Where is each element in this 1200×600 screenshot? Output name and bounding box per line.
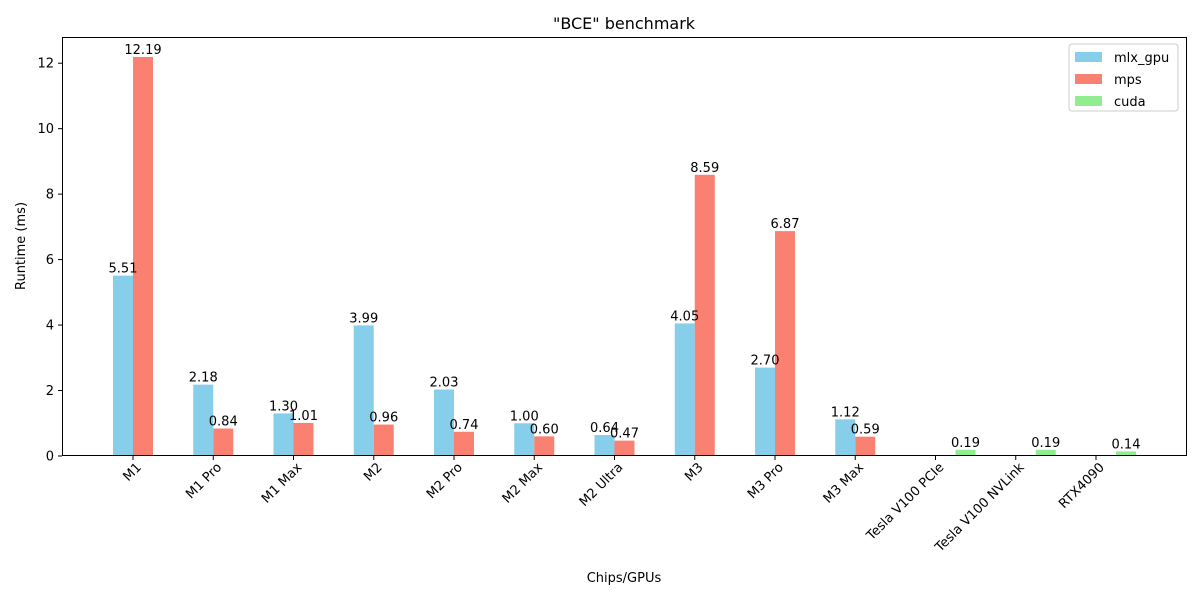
- data-label-mps-m2-ultra: 0.47: [610, 427, 639, 442]
- legend-swatch-mps: [1075, 74, 1102, 84]
- bar-mps-m3: [694, 174, 715, 457]
- legend-swatch-cuda: [1075, 96, 1102, 106]
- data-label-cuda-rtx4090: 0.14: [1112, 437, 1141, 452]
- x-tick-label-m2-ultra: M2 Ultra: [577, 460, 627, 510]
- bar-mps-m1-pro: [213, 428, 234, 456]
- data-label-mlx-gpu-m1: 5.51: [109, 262, 138, 277]
- data-label-mlx-gpu-m3: 4.05: [670, 309, 699, 324]
- bar-mps-m1: [133, 56, 153, 457]
- data-label-mps-m1: 12.19: [124, 43, 161, 58]
- bar-mlx-gpu-m3: [674, 323, 695, 456]
- data-labels-group: 5.51 2.18 1.30 3.99 2.03 1.00 0.64 4.05 2.70 1.12…: [109, 43, 1141, 452]
- bar-cuda-rtx4090: [1116, 451, 1136, 456]
- data-label-mps-m1-max: 1.01: [289, 409, 318, 424]
- x-tick-label-rtx4090: RTX4090: [1056, 460, 1108, 512]
- x-tick-label-m1: M1: [120, 460, 144, 484]
- bar-mlx-gpu-m3-pro: [755, 367, 775, 456]
- bar-mps-m3-max: [855, 436, 876, 456]
- bar-mlx-gpu-m2: [353, 325, 374, 456]
- plot-frame: [62, 37, 1187, 456]
- bar-mlx-gpu-m2-ultra: [594, 435, 615, 456]
- bar-mps-m2-ultra: [614, 440, 635, 456]
- y-axis: 0 2 4 6 8 10 12: [37, 57, 62, 465]
- y-tick-label: 2: [46, 384, 54, 399]
- x-tick-label-m2-max: M2 Max: [500, 460, 547, 507]
- data-label-cuda-tesla-v100-nvlink: 0.19: [1031, 436, 1060, 451]
- y-tick-label: 0: [46, 450, 54, 465]
- bar-mlx-gpu-m2-pro: [434, 389, 454, 456]
- data-label-mps-m3-pro: 6.87: [771, 217, 800, 232]
- x-tick-label-m2: M2: [361, 460, 385, 484]
- legend-label-mps: mps: [1114, 73, 1142, 88]
- x-tick-label-m3: M3: [682, 460, 706, 484]
- data-label-mps-m3: 8.59: [690, 161, 719, 176]
- bar-cuda-tesla-v100-nvlink: [1035, 449, 1056, 456]
- legend-swatch-mlx-gpu: [1075, 52, 1102, 62]
- y-tick-label: 6: [46, 253, 54, 268]
- data-label-mlx-gpu-m2-max: 1.00: [510, 409, 539, 424]
- data-label-mlx-gpu-m3-pro: 2.70: [751, 354, 780, 369]
- data-label-mps-m2-pro: 0.74: [450, 418, 479, 433]
- x-tick-label-m1-max: M1 Max: [259, 460, 306, 507]
- data-label-mlx-gpu-m2-ultra: 0.64: [590, 421, 619, 436]
- data-label-cuda-tesla-v100-pcie: 0.19: [951, 436, 980, 451]
- chart-title: "BCE" benchmark: [553, 14, 696, 33]
- data-label-mlx-gpu-m1-max: 1.30: [269, 399, 298, 414]
- y-tick-label: 10: [37, 122, 54, 137]
- x-tick-label-m3-pro: M3 Pro: [745, 460, 787, 502]
- x-axis-label: Chips/GPUs: [587, 571, 662, 586]
- data-label-mlx-gpu-m2-pro: 2.03: [430, 376, 459, 391]
- data-label-mps-m3-max: 0.59: [851, 423, 880, 438]
- x-tick-label-m3-max: M3 Max: [821, 460, 868, 507]
- data-label-mlx-gpu-m2: 3.99: [349, 311, 378, 326]
- data-label-mps-m1-pro: 0.84: [209, 415, 238, 430]
- bar-mlx-gpu-m2-max: [514, 423, 535, 456]
- data-label-mlx-gpu-m1-pro: 2.18: [189, 371, 218, 386]
- y-axis-label: Runtime (ms): [14, 202, 29, 290]
- bar-mps-m2: [373, 424, 394, 456]
- bar-mps-m2-pro: [454, 431, 474, 456]
- x-axis: M1 M1 Pro M1 Max M2 M2 Pro M2 Max M2 Ultra M3 M3…: [120, 456, 1108, 556]
- data-label-mps-m2: 0.96: [369, 411, 398, 426]
- data-label-mlx-gpu-m3-max: 1.12: [831, 405, 860, 420]
- x-tick-label-m1-pro: M1 Pro: [183, 460, 225, 502]
- bar-cuda-tesla-v100-pcie: [955, 449, 976, 456]
- bar-mlx-gpu-m1-pro: [193, 384, 214, 456]
- x-tick-label-tesla-v100-pcie: Tesla V100 PCIe: [863, 460, 947, 544]
- x-tick-label-tesla-v100-nvlink: Tesla V100 NVLink: [932, 460, 1028, 556]
- y-tick-label: 12: [37, 57, 54, 72]
- x-tick-label-m2-pro: M2 Pro: [424, 460, 466, 502]
- legend-label-cuda: cuda: [1114, 95, 1146, 110]
- bar-mps-m2-max: [534, 436, 555, 456]
- y-tick-label: 8: [46, 188, 54, 203]
- y-tick-label: 4: [46, 319, 54, 334]
- bar-mlx-gpu-m3-max: [835, 419, 856, 456]
- bar-mps-m3-pro: [775, 231, 795, 456]
- bar-mlx-gpu-m1-max: [273, 413, 294, 456]
- bars-group: [113, 56, 1136, 457]
- bar-mlx-gpu-m1: [113, 275, 133, 456]
- legend-label-mlx-gpu: mlx_gpu: [1114, 51, 1169, 66]
- bar-mps-m1-max: [293, 422, 314, 456]
- data-label-mps-m2-max: 0.60: [530, 422, 559, 437]
